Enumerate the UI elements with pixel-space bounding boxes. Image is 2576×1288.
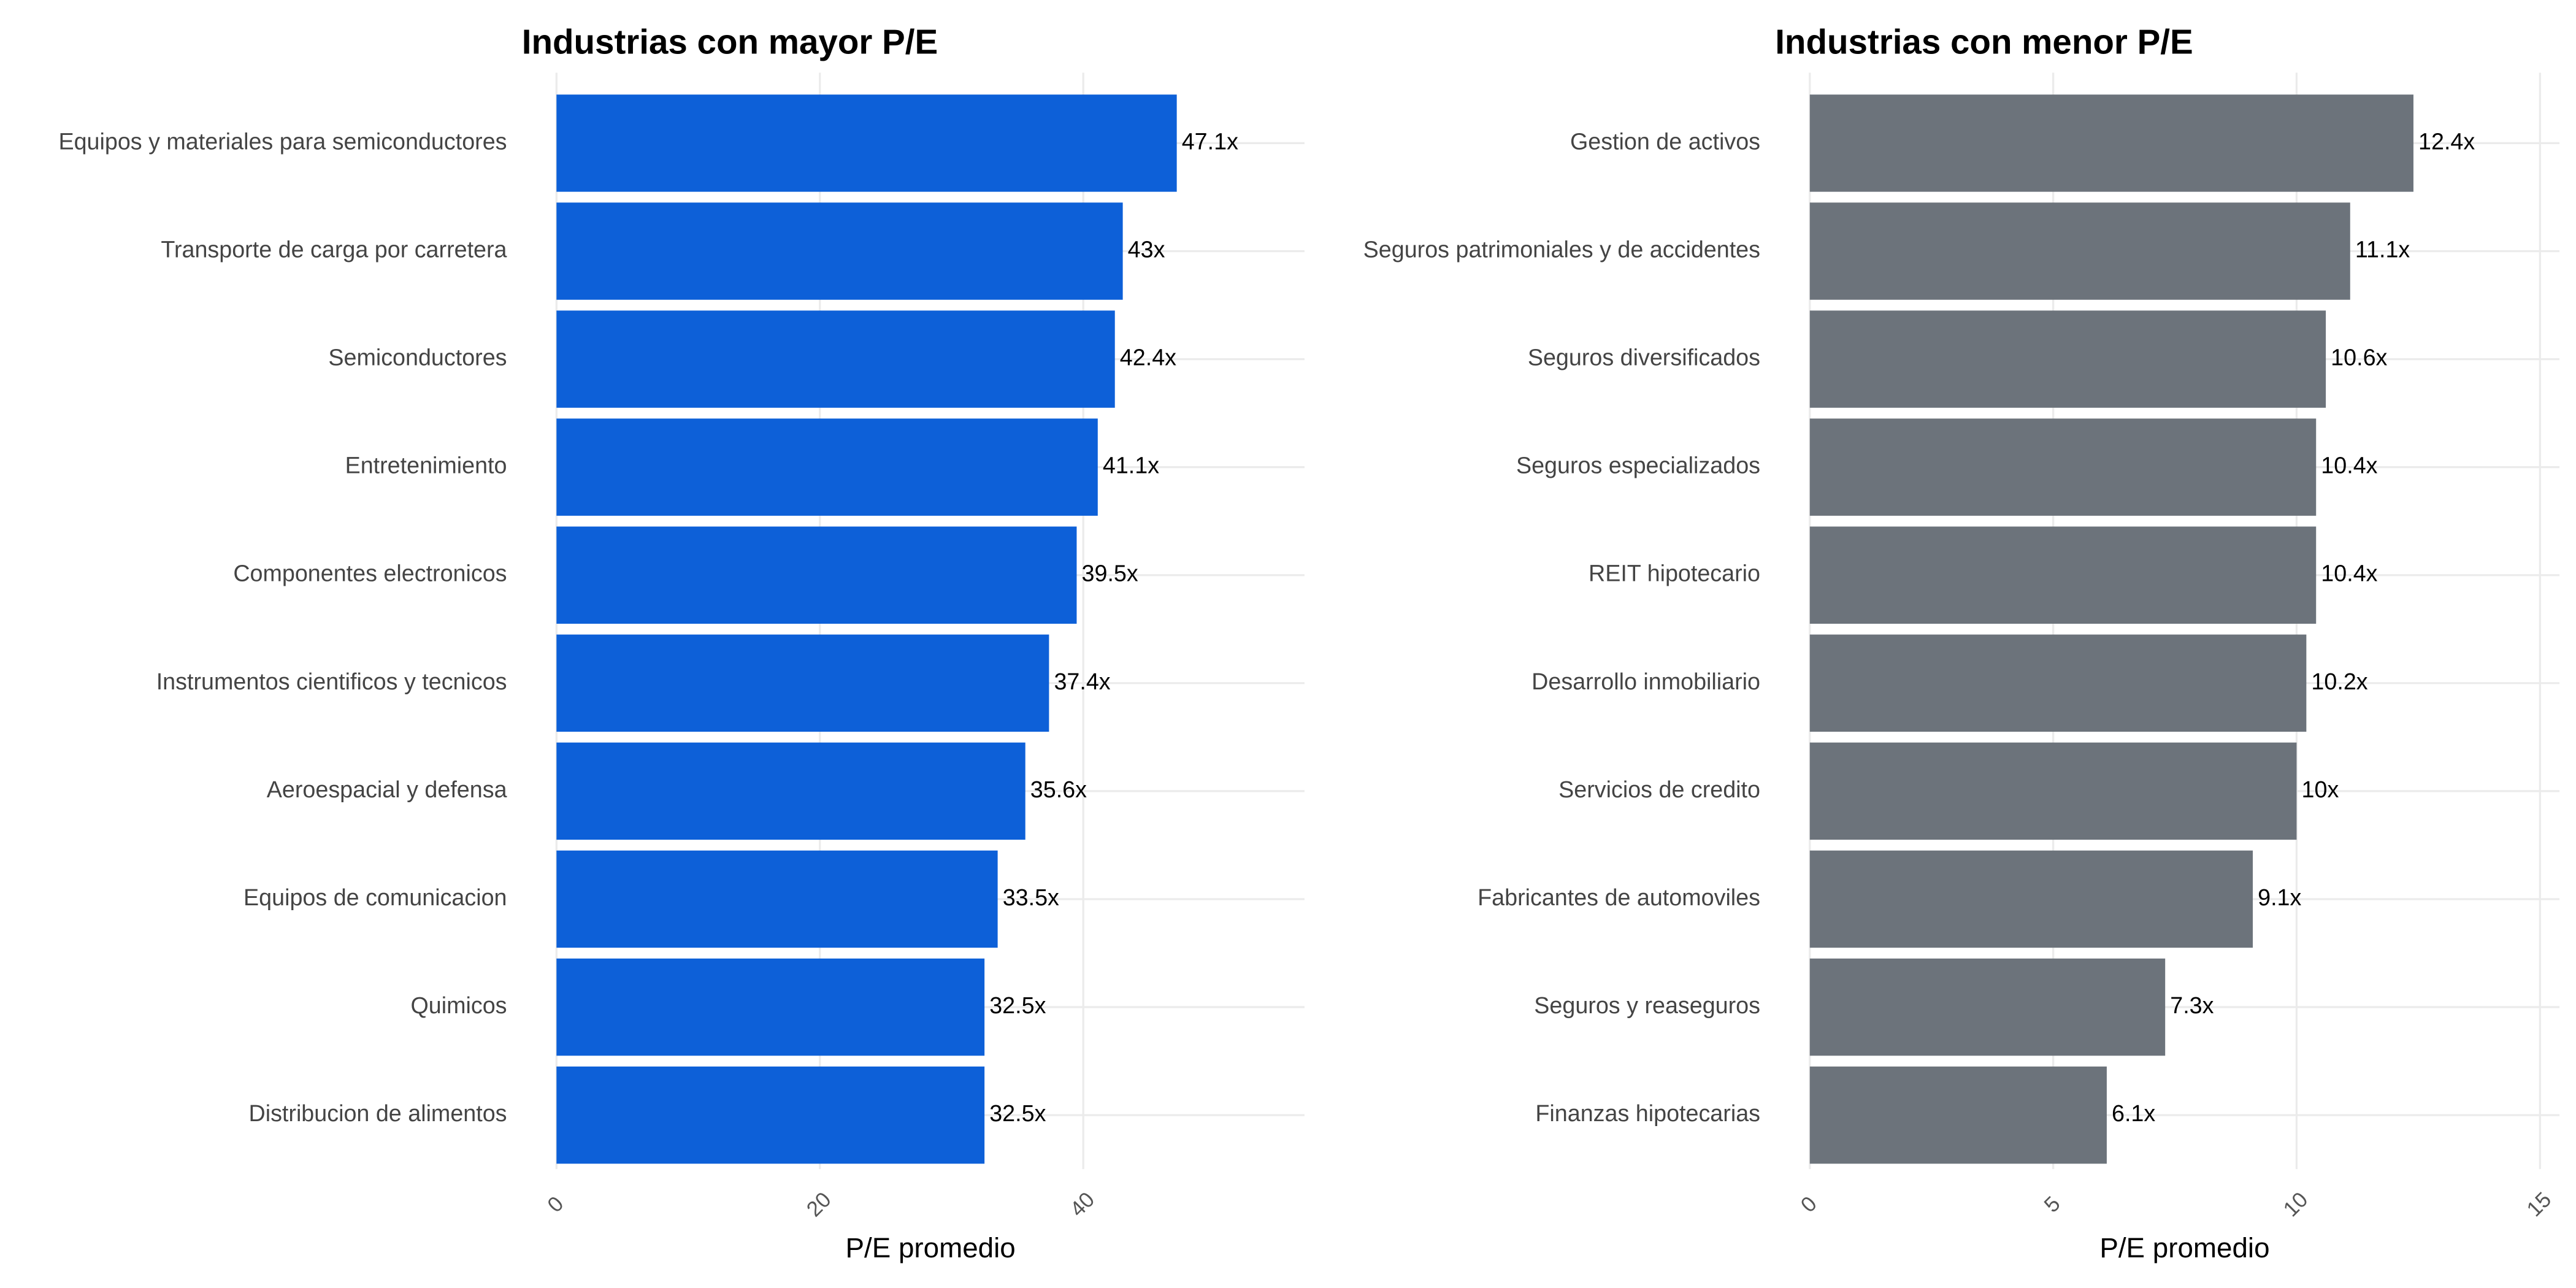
- value-label: 33.5x: [1003, 884, 1059, 910]
- value-label: 37.4x: [1054, 669, 1110, 694]
- bar: [556, 958, 985, 1056]
- y-tick-label: Instrumentos cientificos y tecnicos: [156, 669, 507, 694]
- bar: [1809, 958, 2166, 1056]
- x-tick-label: 15: [2522, 1187, 2556, 1221]
- bar: [1809, 310, 2326, 408]
- x-axis-title: P/E promedio: [2099, 1232, 2269, 1263]
- y-tick-label: Seguros patrimoniales y de accidentes: [1363, 236, 1760, 262]
- bar: [1809, 634, 2307, 732]
- x-tick-label: 0: [1796, 1192, 1822, 1217]
- bar: [556, 418, 1098, 516]
- y-tick-label: Seguros especializados: [1516, 453, 1760, 478]
- bar: [556, 850, 998, 948]
- value-label: 32.5x: [989, 992, 1046, 1018]
- y-tick-label: Entretenimiento: [345, 453, 507, 478]
- bar: [556, 310, 1115, 408]
- x-tick-label: 20: [802, 1187, 836, 1221]
- y-tick-label: Equipos y materiales para semiconductore…: [58, 128, 507, 154]
- bar: [556, 742, 1025, 840]
- bar: [556, 94, 1177, 192]
- y-tick-label: Fabricantes de automoviles: [1478, 884, 1760, 910]
- value-label: 10.4x: [2321, 561, 2377, 586]
- value-label: 6.1x: [2112, 1100, 2155, 1126]
- y-tick-label: Semiconductores: [328, 345, 507, 370]
- chart-title: Industrias con menor P/E: [1775, 23, 2193, 61]
- bar: [1809, 742, 2297, 840]
- y-tick-label: Finanzas hipotecarias: [1535, 1100, 1760, 1126]
- x-tick-label: 5: [2039, 1192, 2064, 1217]
- y-tick-label: REIT hipotecario: [1589, 561, 1760, 586]
- y-tick-label: Gestion de activos: [1570, 128, 1760, 154]
- value-label: 39.5x: [1082, 561, 1138, 586]
- value-label: 32.5x: [989, 1100, 1046, 1126]
- bar: [1809, 850, 2253, 948]
- value-label: 41.1x: [1103, 453, 1159, 478]
- y-tick-label: Distribucion de alimentos: [248, 1100, 507, 1126]
- y-tick-label: Transporte de carga por carretera: [161, 236, 507, 262]
- x-tick-label: 40: [1065, 1187, 1099, 1221]
- value-label: 42.4x: [1120, 345, 1176, 370]
- value-label: 35.6x: [1030, 776, 1087, 802]
- value-label: 10.2x: [2311, 669, 2367, 694]
- bar: [556, 526, 1077, 624]
- y-tick-label: Componentes electronicos: [233, 561, 507, 586]
- x-axis-title: P/E promedio: [846, 1232, 1016, 1263]
- bar: [1809, 94, 2413, 192]
- bar: [1809, 1066, 2107, 1164]
- y-tick-label: Aeroespacial y defensa: [267, 776, 507, 802]
- x-tick-label: 10: [2279, 1187, 2312, 1221]
- value-label: 43x: [1128, 236, 1165, 262]
- bar: [1809, 526, 2317, 624]
- y-tick-label: Desarrollo inmobiliario: [1531, 669, 1760, 694]
- value-label: 12.4x: [2418, 128, 2475, 154]
- y-tick-label: Servicios de credito: [1558, 776, 1760, 802]
- bar: [1809, 202, 2350, 300]
- bar: [556, 634, 1049, 732]
- y-tick-label: Seguros y reaseguros: [1534, 992, 1760, 1018]
- value-label: 9.1x: [2258, 884, 2301, 910]
- value-label: 11.1x: [2355, 236, 2410, 262]
- y-tick-label: Equipos de comunicacion: [243, 884, 507, 910]
- value-label: 47.1x: [1182, 128, 1238, 154]
- value-label: 10.6x: [2331, 345, 2387, 370]
- y-tick-label: Seguros diversificados: [1528, 345, 1760, 370]
- chart-title: Industrias con mayor P/E: [522, 23, 938, 61]
- x-tick-label: 0: [543, 1192, 568, 1217]
- value-label: 10.4x: [2321, 453, 2377, 478]
- value-label: 7.3x: [2170, 992, 2214, 1018]
- y-tick-label: Quimicos: [410, 992, 507, 1018]
- bar: [556, 1066, 985, 1164]
- value-label: 10x: [2302, 776, 2339, 802]
- bar: [1809, 418, 2317, 516]
- bar: [556, 202, 1123, 300]
